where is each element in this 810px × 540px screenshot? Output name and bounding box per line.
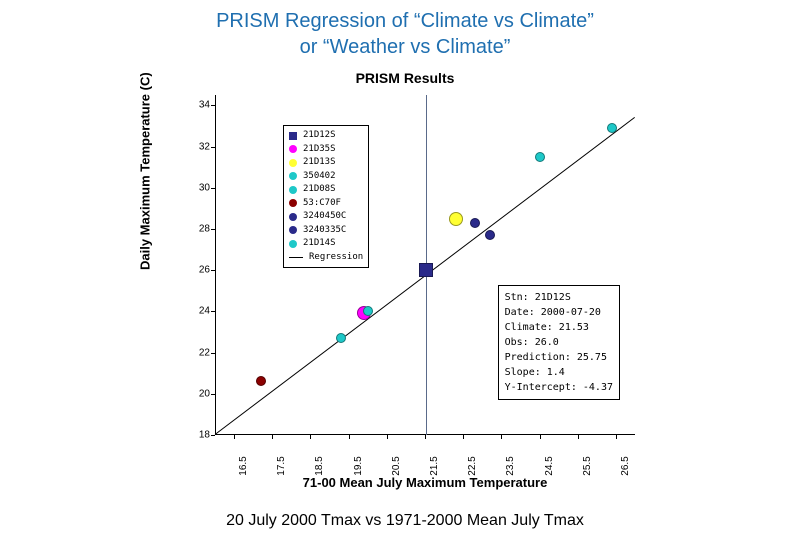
info-stn: Stn: 21D12S xyxy=(505,290,613,305)
legend-label: 3240450C xyxy=(303,210,346,224)
data-point xyxy=(449,212,463,226)
legend-line-swatch xyxy=(289,257,303,258)
y-axis-label: Daily Maximum Temperature (C) xyxy=(138,72,153,270)
chart-container: PRISM Results Daily Maximum Temperature … xyxy=(155,70,655,490)
x-tick-mark xyxy=(310,435,311,439)
y-tick-mark xyxy=(211,188,215,189)
y-tick-mark xyxy=(211,105,215,106)
legend-item: 3240335C xyxy=(289,224,363,238)
x-tick-label: 23.5 xyxy=(506,456,517,475)
plot-area: 21D12S21D35S21D13S35040221D08S53:C70F324… xyxy=(215,95,635,435)
x-tick-mark xyxy=(501,435,502,439)
data-point xyxy=(535,152,545,162)
legend-item: 21D08S xyxy=(289,183,363,197)
legend-label: 21D08S xyxy=(303,183,336,197)
legend-swatch xyxy=(289,172,297,180)
y-tick-mark xyxy=(211,270,215,271)
data-point xyxy=(470,218,480,228)
x-tick-label: 17.5 xyxy=(277,456,288,475)
y-tick-label: 28 xyxy=(185,223,210,234)
data-point xyxy=(419,263,433,277)
x-tick-label: 22.5 xyxy=(467,456,478,475)
data-point xyxy=(256,376,266,386)
x-tick-label: 21.5 xyxy=(429,456,440,475)
legend-label: 53:C70F xyxy=(303,197,341,211)
x-tick-mark xyxy=(387,435,388,439)
legend-box: 21D12S21D35S21D13S35040221D08S53:C70F324… xyxy=(283,125,369,268)
info-yint: Y-Intercept: -4.37 xyxy=(505,380,613,395)
data-point xyxy=(336,333,346,343)
x-tick-label: 24.5 xyxy=(544,456,555,475)
legend-item: 350402 xyxy=(289,170,363,184)
x-tick-mark xyxy=(234,435,235,439)
legend-label: Regression xyxy=(309,251,363,265)
legend-swatch xyxy=(289,159,297,167)
x-tick-mark xyxy=(540,435,541,439)
x-tick-label: 19.5 xyxy=(353,456,364,475)
y-tick-label: 18 xyxy=(185,430,210,441)
legend-swatch xyxy=(289,226,297,234)
x-tick-mark xyxy=(578,435,579,439)
legend-item: Regression xyxy=(289,251,363,265)
x-tick-mark xyxy=(272,435,273,439)
data-point xyxy=(363,306,373,316)
x-tick-label: 18.5 xyxy=(315,456,326,475)
x-tick-mark xyxy=(425,435,426,439)
legend-label: 21D35S xyxy=(303,143,336,157)
legend-item: 53:C70F xyxy=(289,197,363,211)
x-tick-label: 25.5 xyxy=(582,456,593,475)
legend-swatch xyxy=(289,132,297,140)
x-tick-label: 26.5 xyxy=(620,456,631,475)
legend-swatch xyxy=(289,213,297,221)
y-tick-label: 22 xyxy=(185,347,210,358)
y-tick-label: 32 xyxy=(185,141,210,152)
info-climate: Climate: 21.53 xyxy=(505,320,613,335)
y-tick-mark xyxy=(211,311,215,312)
legend-label: 21D14S xyxy=(303,237,336,251)
legend-swatch xyxy=(289,199,297,207)
y-tick-mark xyxy=(211,229,215,230)
info-obs: Obs: 26.0 xyxy=(505,335,613,350)
y-tick-mark xyxy=(211,394,215,395)
y-tick-label: 30 xyxy=(185,182,210,193)
slide-title-line2: or “Weather vs Climate” xyxy=(0,34,810,60)
y-tick-mark xyxy=(211,353,215,354)
info-pred: Prediction: 25.75 xyxy=(505,350,613,365)
x-tick-mark xyxy=(463,435,464,439)
legend-swatch xyxy=(289,186,297,194)
y-tick-label: 20 xyxy=(185,388,210,399)
caption: 20 July 2000 Tmax vs 1971-2000 Mean July… xyxy=(0,512,810,530)
legend-item: 21D12S xyxy=(289,129,363,143)
y-tick-mark xyxy=(211,435,215,436)
slide-title-line1: PRISM Regression of “Climate vs Climate” xyxy=(0,8,810,34)
info-box: Stn: 21D12S Date: 2000-07-20 Climate: 21… xyxy=(498,285,620,400)
x-tick-mark xyxy=(349,435,350,439)
slide-title: PRISM Regression of “Climate vs Climate”… xyxy=(0,8,810,60)
info-slope: Slope: 1.4 xyxy=(505,365,613,380)
x-axis-label: 71-00 Mean July Maximum Temperature xyxy=(215,475,635,490)
legend-item: 21D35S xyxy=(289,143,363,157)
legend-swatch xyxy=(289,240,297,248)
legend-label: 21D12S xyxy=(303,129,336,143)
chart-title: PRISM Results xyxy=(155,70,655,86)
legend-swatch xyxy=(289,145,297,153)
y-tick-mark xyxy=(211,147,215,148)
legend-item: 21D14S xyxy=(289,237,363,251)
legend-item: 21D13S xyxy=(289,156,363,170)
legend-label: 3240335C xyxy=(303,224,346,238)
y-tick-label: 24 xyxy=(185,306,210,317)
x-tick-mark xyxy=(616,435,617,439)
y-tick-label: 26 xyxy=(185,265,210,276)
info-date: Date: 2000-07-20 xyxy=(505,305,613,320)
legend-item: 3240450C xyxy=(289,210,363,224)
y-tick-label: 34 xyxy=(185,100,210,111)
x-tick-label: 20.5 xyxy=(391,456,402,475)
data-point xyxy=(485,230,495,240)
legend-label: 350402 xyxy=(303,170,336,184)
data-point xyxy=(607,123,617,133)
y-axis-line xyxy=(215,95,216,435)
x-tick-label: 16.5 xyxy=(238,456,249,475)
legend-label: 21D13S xyxy=(303,156,336,170)
